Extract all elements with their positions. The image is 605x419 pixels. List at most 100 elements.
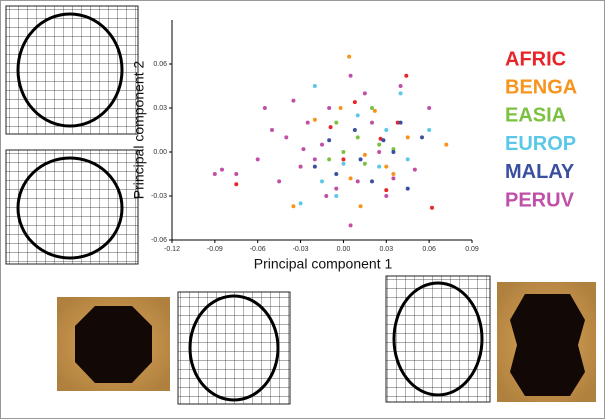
point bbox=[405, 157, 410, 162]
point bbox=[334, 172, 339, 176]
point bbox=[348, 176, 353, 181]
point bbox=[277, 179, 282, 184]
point bbox=[324, 194, 329, 198]
point bbox=[348, 73, 353, 78]
point bbox=[362, 161, 367, 166]
x-tick-label: -0.09 bbox=[207, 246, 223, 253]
point bbox=[444, 142, 449, 147]
y-axis-label: Principal component 2 bbox=[131, 61, 147, 200]
point bbox=[427, 128, 432, 132]
point bbox=[320, 142, 324, 147]
legend-label: MALAY bbox=[505, 161, 575, 183]
point bbox=[334, 186, 339, 191]
x-tick-label: 0.00 bbox=[337, 246, 351, 253]
point bbox=[358, 204, 363, 209]
point bbox=[327, 157, 332, 162]
point bbox=[352, 128, 357, 132]
point bbox=[312, 84, 317, 88]
legend-label: EUROP bbox=[505, 133, 576, 155]
point bbox=[305, 120, 310, 125]
legend-label: AFRIC bbox=[505, 48, 566, 70]
point bbox=[395, 120, 400, 125]
point bbox=[341, 150, 346, 154]
point bbox=[377, 164, 382, 169]
point bbox=[220, 167, 224, 172]
point bbox=[334, 194, 339, 198]
legend-label: PERUV bbox=[505, 189, 575, 211]
specimen-photo bbox=[57, 297, 170, 391]
point bbox=[327, 138, 332, 143]
legend-label: BENGA bbox=[505, 76, 577, 98]
point bbox=[255, 157, 260, 162]
point bbox=[384, 164, 389, 169]
point bbox=[328, 125, 333, 130]
point bbox=[384, 194, 389, 198]
point bbox=[298, 201, 303, 206]
point bbox=[391, 147, 396, 152]
y-tick-label: 0.00 bbox=[153, 149, 167, 156]
point bbox=[405, 186, 410, 191]
point bbox=[355, 135, 360, 140]
point bbox=[405, 135, 410, 140]
point bbox=[358, 157, 363, 162]
point bbox=[262, 106, 267, 110]
point bbox=[377, 142, 382, 147]
point bbox=[370, 106, 374, 110]
y-tick-label: 0.06 bbox=[153, 61, 167, 68]
point bbox=[291, 98, 296, 103]
x-tick-label: 0.06 bbox=[422, 246, 436, 253]
point bbox=[370, 179, 374, 184]
legend-label: EASIA bbox=[505, 105, 566, 127]
point bbox=[430, 205, 434, 210]
y-tick-label: 0.03 bbox=[153, 105, 167, 112]
point bbox=[212, 172, 217, 176]
point bbox=[370, 120, 374, 125]
point bbox=[301, 147, 306, 152]
x-tick-label: -0.03 bbox=[293, 246, 309, 253]
point bbox=[362, 91, 367, 96]
point bbox=[312, 164, 317, 169]
point bbox=[362, 152, 367, 157]
x-tick-label: -0.06 bbox=[250, 246, 266, 253]
point bbox=[384, 188, 389, 193]
point bbox=[398, 84, 403, 88]
point bbox=[352, 100, 357, 105]
point bbox=[391, 172, 396, 176]
deformation-grid bbox=[5, 5, 139, 135]
point bbox=[341, 161, 346, 166]
point bbox=[338, 106, 343, 110]
x-tick-label: 0.03 bbox=[379, 246, 393, 253]
x-tick-label: 0.09 bbox=[465, 246, 479, 253]
point bbox=[384, 128, 389, 132]
point bbox=[320, 179, 324, 184]
point bbox=[420, 135, 424, 140]
point bbox=[404, 73, 409, 78]
point bbox=[398, 91, 403, 96]
point bbox=[377, 150, 382, 154]
point bbox=[391, 150, 396, 154]
point bbox=[427, 106, 432, 110]
x-axis-label: Principal component 1 bbox=[254, 256, 393, 272]
point bbox=[341, 157, 346, 162]
deformation-grid bbox=[5, 149, 139, 265]
y-tick-label: -0.03 bbox=[151, 193, 167, 200]
point bbox=[412, 167, 417, 172]
point bbox=[284, 135, 289, 140]
point bbox=[348, 223, 353, 228]
point bbox=[234, 172, 239, 176]
point bbox=[347, 54, 352, 59]
point bbox=[372, 108, 377, 113]
point bbox=[327, 106, 332, 110]
x-tick-label: -0.12 bbox=[164, 246, 180, 253]
point bbox=[234, 182, 239, 187]
point bbox=[391, 176, 396, 181]
point bbox=[312, 157, 317, 162]
point bbox=[291, 204, 296, 209]
point bbox=[381, 138, 386, 143]
point bbox=[298, 164, 303, 169]
y-tick-label: -0.06 bbox=[151, 237, 167, 244]
point bbox=[270, 128, 274, 132]
specimen-photo bbox=[497, 282, 596, 402]
point bbox=[355, 179, 360, 184]
